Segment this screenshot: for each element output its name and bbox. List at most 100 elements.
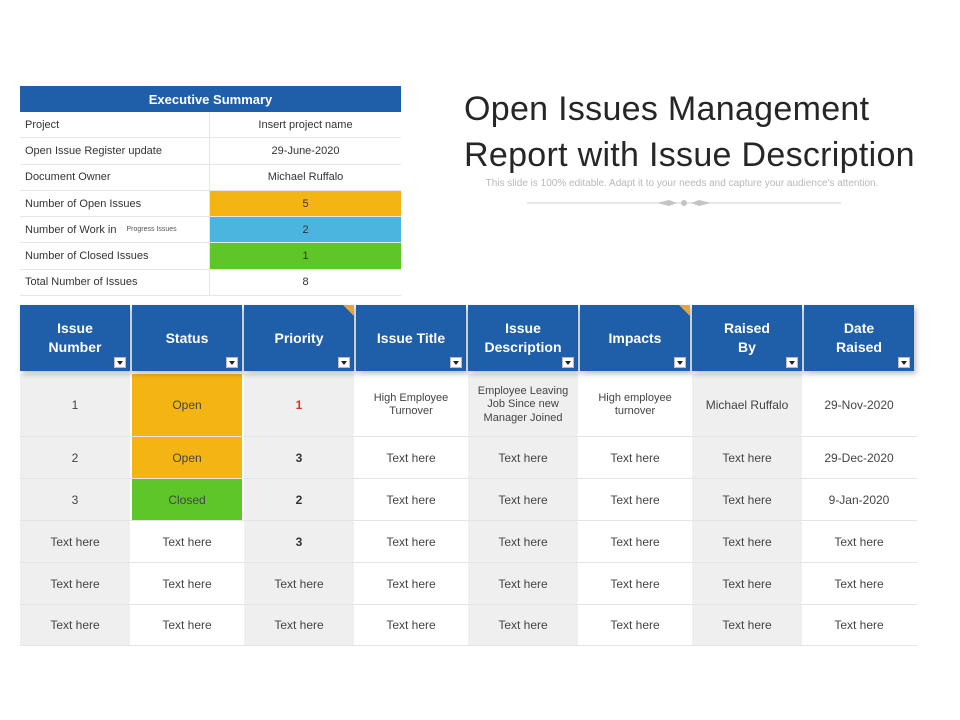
header-text: Date: [843, 320, 875, 336]
page-title-line-1: Open Issues Management: [464, 90, 870, 128]
cell-line: turnover: [614, 405, 656, 417]
summary-value-open: 5: [210, 190, 401, 217]
filter-dropdown-icon[interactable]: [562, 357, 574, 368]
column-header-date-raised[interactable]: Date Raised: [804, 305, 914, 371]
cell-raised-by: Text here: [692, 605, 802, 645]
cell-date-raised: Text here: [834, 618, 884, 632]
filter-dropdown-icon[interactable]: [226, 357, 238, 368]
table-row: Text here Text here Text here Text here …: [20, 563, 917, 605]
table-row: Text here Text here 3 Text here Text her…: [20, 521, 917, 563]
filter-dropdown-icon[interactable]: [450, 357, 462, 368]
column-header-issue-number[interactable]: Issue Number: [20, 305, 130, 371]
cell-raised-by: Text here: [692, 437, 802, 478]
cell-issue-number: 3: [20, 479, 130, 520]
table-header-row: Issue Number Status Priority Issue Title …: [20, 305, 917, 371]
cell-issue-description: Text here: [468, 605, 578, 645]
cell-line: Job Since new: [487, 398, 559, 411]
summary-label: Document Owner: [20, 164, 210, 190]
cell-issue-title: Text here: [386, 450, 436, 465]
table-body: 1 Open 1 High Employee Turnover Employee …: [20, 374, 917, 646]
summary-row-project: Project Insert project name: [20, 112, 401, 139]
column-header-impacts[interactable]: Impacts: [580, 305, 690, 371]
summary-value: Insert project name: [258, 118, 353, 131]
table-row: 1 Open 1 High Employee Turnover Employee …: [20, 374, 917, 437]
summary-label-main: Number of Work in: [25, 223, 117, 236]
divider-ornament: [527, 200, 841, 206]
summary-value-closed: 1: [210, 243, 401, 269]
cell-line: Manager Joined: [483, 411, 563, 424]
summary-value: 29-June-2020: [271, 144, 340, 157]
summary-row-open-issues: Number of Open Issues 5: [20, 190, 401, 218]
cell-status: Text here: [162, 534, 212, 549]
cell-raised-by: Text here: [692, 521, 802, 562]
summary-label: Open Issue Register update: [20, 138, 210, 164]
cell-impacts: Text here: [610, 450, 660, 465]
cell-issue-number: 2: [20, 437, 130, 478]
header-text: Description: [484, 339, 562, 355]
cell-priority: 2: [244, 479, 354, 520]
summary-row-total-issues: Total Number of Issues 8: [20, 269, 401, 297]
cell-status: Open: [132, 437, 242, 478]
summary-value: Michael Ruffalo: [267, 171, 344, 184]
header-text: Raised: [724, 320, 770, 336]
summary-value: 8: [302, 276, 309, 289]
cell-priority: Text here: [244, 563, 354, 604]
cell-issue-title: High Employee Turnover: [356, 374, 466, 436]
cell-date-raised: 29-Nov-2020: [824, 398, 894, 412]
cell-issue-description: Employee Leaving Job Since new Manager Joi…: [468, 374, 578, 436]
cell-issue-description: Text here: [468, 479, 578, 520]
page-title-line-2: Report with Issue Description: [464, 136, 915, 174]
summary-label: Number of Closed Issues: [20, 243, 210, 269]
column-header-status[interactable]: Status: [132, 305, 242, 371]
summary-label: Total Number of Issues: [20, 269, 210, 296]
header-text: By: [738, 339, 756, 355]
cell-line: Employee Leaving: [477, 384, 569, 397]
filter-dropdown-icon[interactable]: [114, 357, 126, 368]
cell-issue-number: Text here: [20, 521, 130, 562]
summary-row-register-update: Open Issue Register update 29-June-2020: [20, 138, 401, 165]
header-text: Issue: [57, 320, 93, 336]
cell-issue-description: Text here: [468, 563, 578, 604]
header-text: Priority: [274, 329, 324, 346]
cell-line: High Employee: [373, 391, 449, 404]
cell-issue-title: Text here: [386, 618, 436, 632]
cell-raised-by: Text here: [692, 563, 802, 604]
filter-dropdown-icon[interactable]: [898, 357, 910, 368]
header-text: Issue Title: [376, 329, 446, 346]
cell-issue-description: Text here: [468, 437, 578, 478]
table-row: 3 Closed 2 Text here Text here Text here…: [20, 479, 917, 521]
cell-impacts: Text here: [610, 534, 660, 549]
summary-row-document-owner: Document Owner Michael Ruffalo: [20, 164, 401, 191]
summary-label-sub: Progress Issues: [126, 226, 177, 234]
summary-label: Project: [20, 112, 210, 138]
cell-status: Closed: [132, 479, 242, 520]
summary-value-work-in: 2: [210, 217, 401, 243]
comment-corner-icon: [343, 305, 354, 316]
cell-priority: 1: [244, 374, 354, 436]
cell-impacts: Text here: [610, 576, 660, 591]
column-header-priority[interactable]: Priority: [244, 305, 354, 371]
page-subtitle: This slide is 100% editable. Adapt it to…: [485, 178, 879, 189]
summary-row-work-in-progress: Number of Work in Progress Issues 2: [20, 217, 401, 244]
summary-label: Number of Open Issues: [20, 190, 210, 217]
cell-priority: 3: [244, 437, 354, 478]
cell-date-raised: 9-Jan-2020: [828, 492, 890, 507]
cell-line: Turnover: [389, 405, 433, 417]
filter-dropdown-icon[interactable]: [674, 357, 686, 368]
header-text: Issue: [505, 320, 541, 336]
cell-raised-by: Michael Ruffalo: [692, 374, 802, 436]
table-row: Text here Text here Text here Text here …: [20, 605, 917, 646]
cell-impacts: Text here: [610, 492, 660, 507]
cell-impacts: Text here: [610, 618, 660, 632]
column-header-issue-title[interactable]: Issue Title: [356, 305, 466, 371]
cell-issue-number: 1: [20, 374, 130, 436]
cell-line: High employee: [598, 391, 672, 404]
summary-label: Number of Work in Progress Issues: [20, 217, 210, 243]
column-header-raised-by[interactable]: Raised By: [692, 305, 802, 371]
executive-summary-header: Executive Summary: [20, 86, 401, 112]
header-text: Impacts: [608, 329, 662, 346]
filter-dropdown-icon[interactable]: [338, 357, 350, 368]
cell-issue-title: Text here: [386, 534, 436, 549]
column-header-issue-description[interactable]: Issue Description: [468, 305, 578, 371]
filter-dropdown-icon[interactable]: [786, 357, 798, 368]
